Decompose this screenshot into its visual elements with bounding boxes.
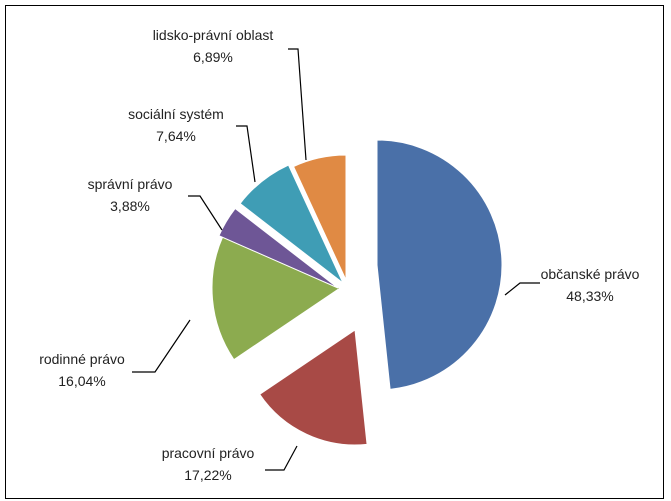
slice-value: 3,88% <box>110 198 150 214</box>
pie-slice <box>211 235 342 361</box>
leader-line <box>188 195 223 231</box>
slice-label: sociální systém <box>128 106 224 122</box>
slice-value: 48,33% <box>566 288 613 304</box>
leader-line <box>288 48 307 161</box>
leader-line <box>132 319 191 373</box>
slice-label: rodinné právo <box>39 351 125 367</box>
slice-value: 16,04% <box>58 373 105 389</box>
pie-slice <box>292 154 347 281</box>
leader-line <box>236 125 256 183</box>
pie-slice <box>376 139 503 390</box>
leader-line <box>504 282 540 296</box>
slice-label: pracovní právo <box>162 445 255 461</box>
slice-label: správní právo <box>88 176 173 192</box>
slice-value: 6,89% <box>193 49 233 65</box>
slice-value: 7,64% <box>156 128 196 144</box>
slice-value: 17,22% <box>184 467 231 483</box>
slice-label: lidsko-právní oblast <box>153 27 274 43</box>
leader-line <box>265 445 298 471</box>
slice-label: občanské právo <box>541 266 640 282</box>
pie-slice <box>218 207 339 289</box>
pie-slice <box>258 329 368 446</box>
pie-slice <box>239 164 344 284</box>
